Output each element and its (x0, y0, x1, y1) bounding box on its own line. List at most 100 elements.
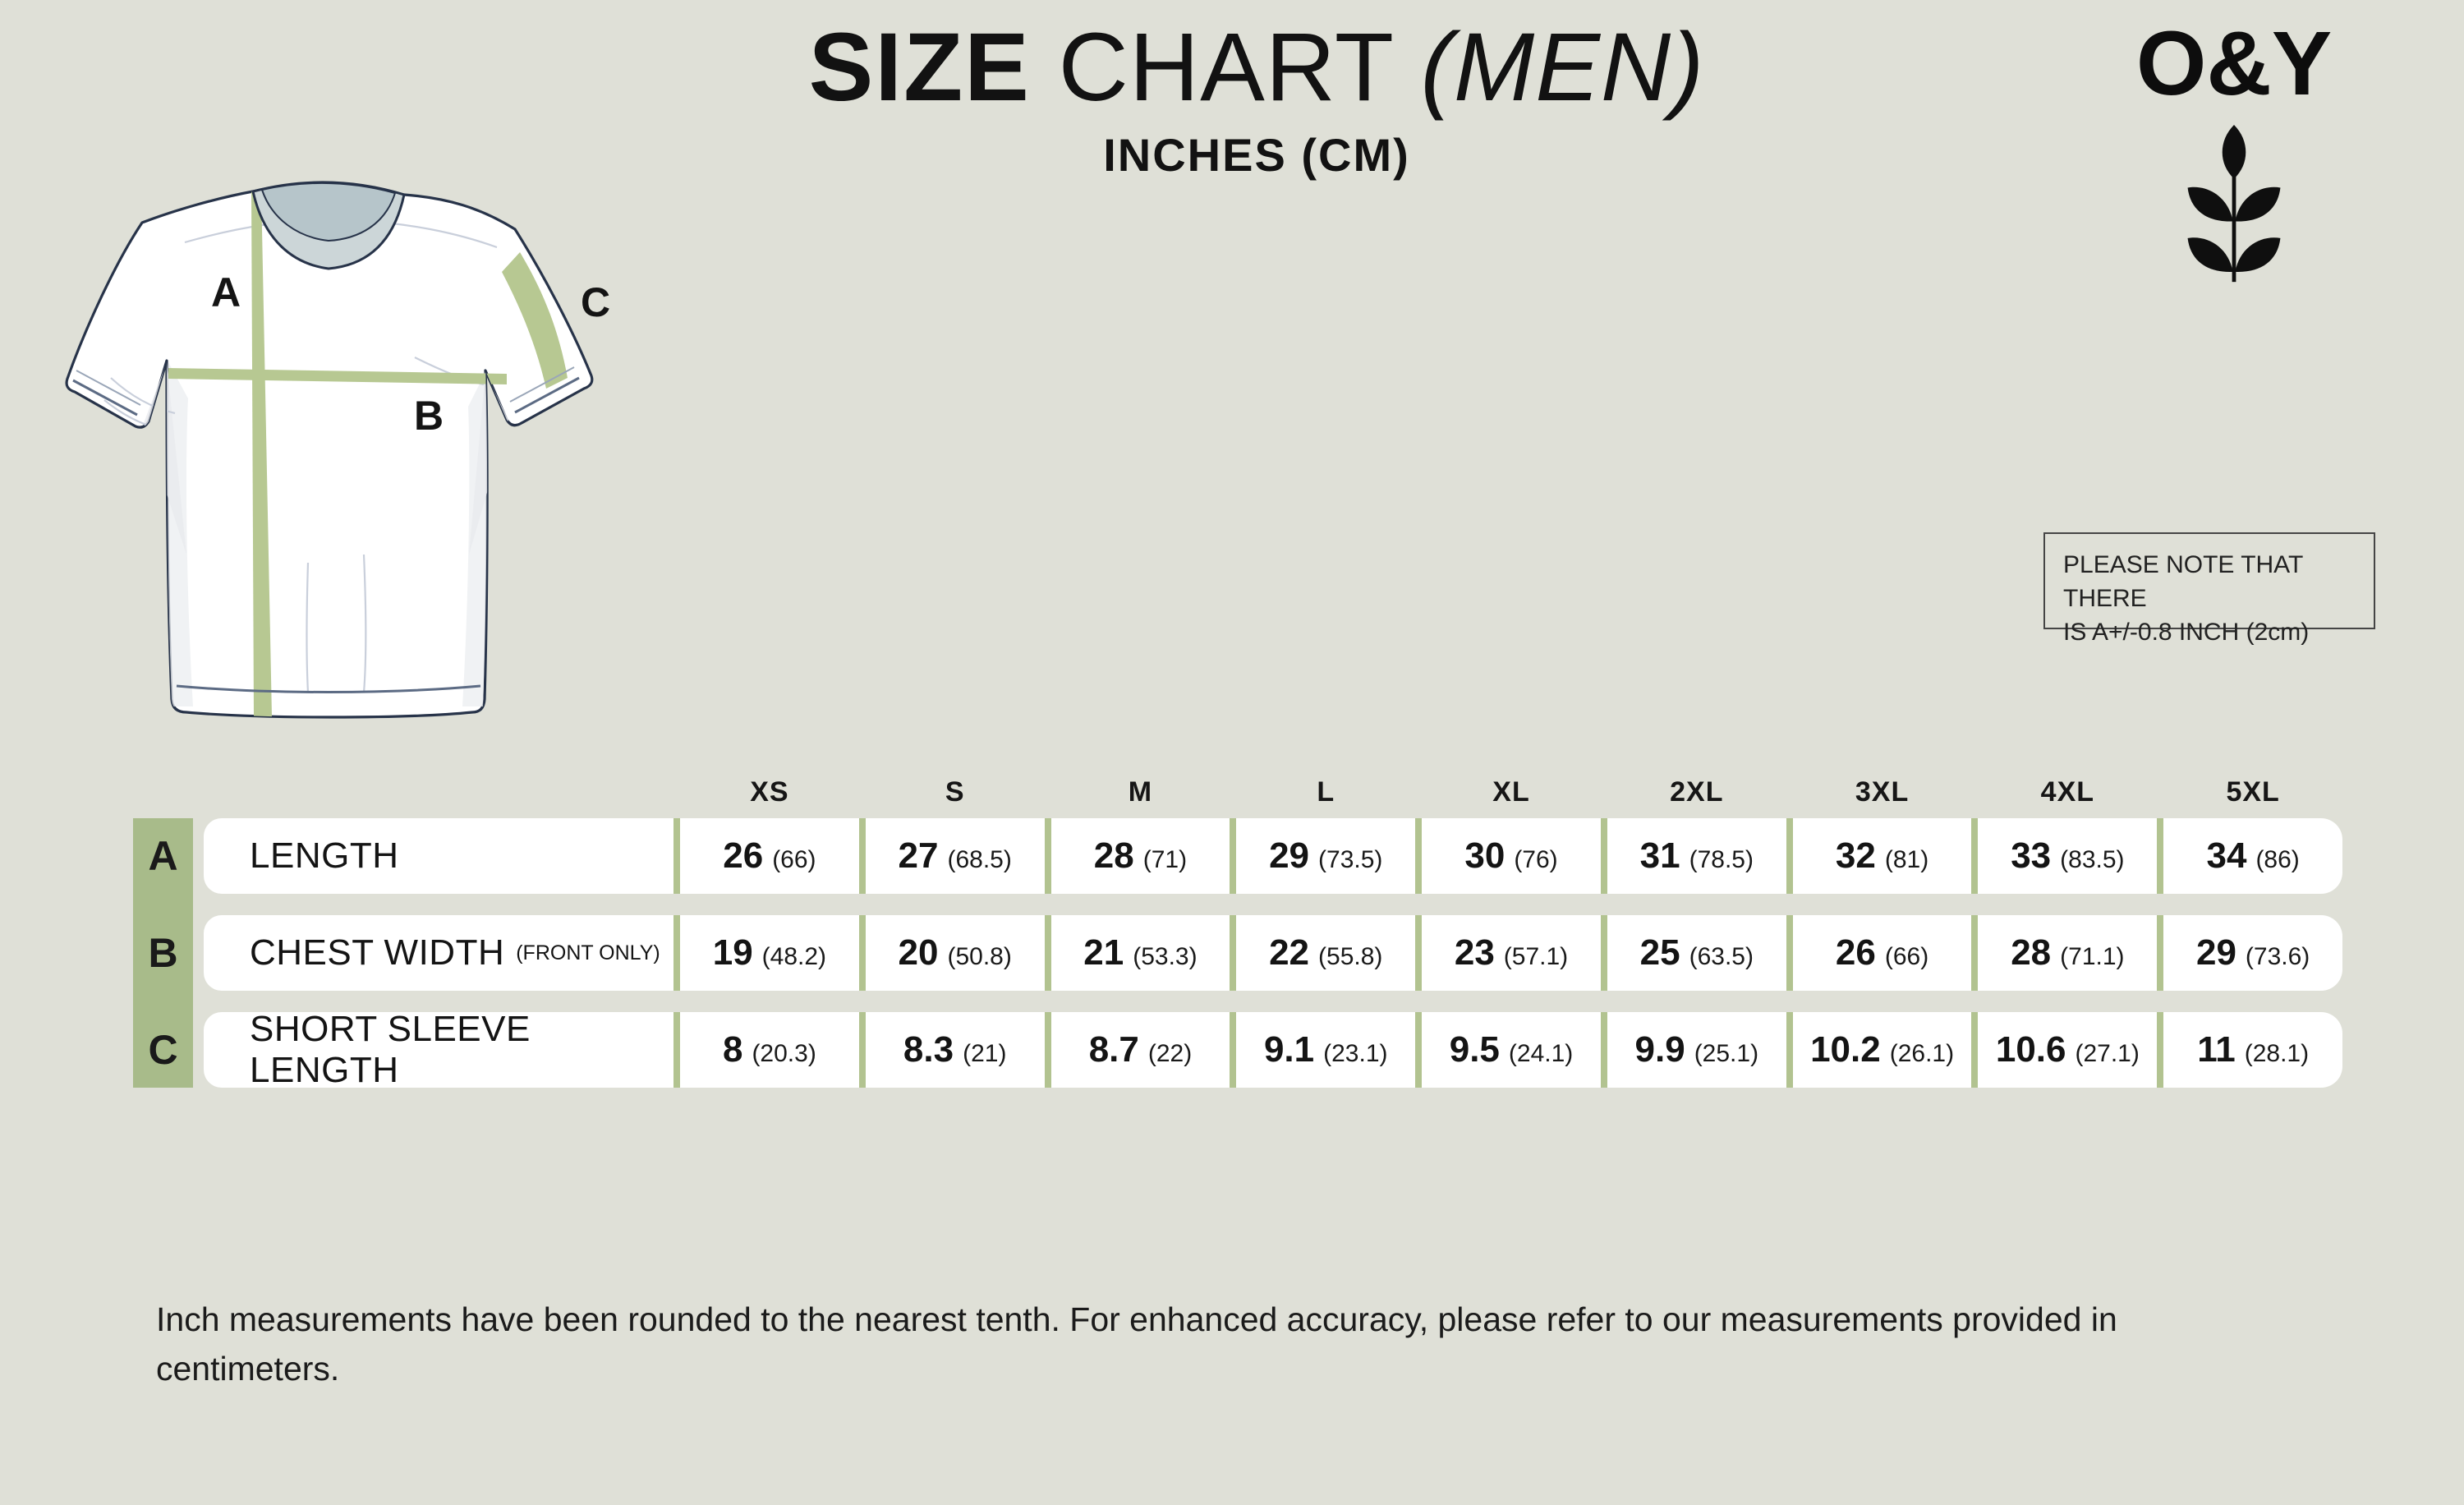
measurement-cell: 10.2 (26.1) (1786, 1012, 1972, 1088)
tolerance-note: PLEASE NOTE THAT THERE IS A+/-0.8 INCH (… (2043, 532, 2375, 646)
inch-value: 19 (712, 932, 753, 973)
row-label: CHEST WIDTH (250, 932, 505, 973)
cm-value: (50.8) (947, 943, 1012, 970)
cm-value: (26.1) (1889, 1040, 1955, 1067)
cm-value: (81) (1884, 846, 1929, 873)
tshirt-outline (65, 182, 594, 719)
measurement-cell: 8.3 (21) (858, 1012, 1045, 1088)
cm-value: (21) (963, 1040, 1007, 1067)
row-letter-c: C (148, 1027, 178, 1073)
inch-value: 28 (1093, 835, 1134, 876)
measure-label-a: A (211, 269, 241, 315)
measure-line-a (251, 188, 272, 717)
column-header-xl: XL (1492, 776, 1530, 808)
measurement-cell: 26 (66) (673, 818, 859, 894)
inch-value: 10.6 (1995, 1029, 2066, 1070)
inch-value: 20 (898, 932, 939, 973)
inch-value: 8.3 (903, 1029, 954, 1070)
measurement-cell: 19 (48.2) (673, 915, 859, 991)
cm-value: (25.1) (1694, 1040, 1759, 1067)
cm-value: (83.5) (2060, 846, 2125, 873)
cm-value: (66) (772, 846, 816, 873)
column-header-l: L (1317, 776, 1335, 808)
inch-value: 30 (1464, 835, 1506, 876)
measurement-cell: 8.7 (22) (1044, 1012, 1230, 1088)
inch-value: 26 (723, 835, 764, 876)
measure-label-c: C (581, 279, 610, 325)
brand-logo: O&Y (2131, 15, 2337, 292)
inch-value: 25 (1639, 932, 1680, 973)
column-header-5xl: 5XL (2226, 776, 2280, 808)
size-chart-table: XS S M L XL 2XL 3XL 4XL 5XL A B C LENGTH… (133, 772, 2343, 1090)
measure-label-b: B (414, 393, 444, 439)
cm-value: (66) (1884, 943, 1929, 970)
cm-value: (24.1) (1508, 1040, 1574, 1067)
row-sublabel: (FRONT ONLY) (516, 941, 660, 964)
measurement-cell: 9.1 (23.1) (1230, 1012, 1416, 1088)
measurement-cell: 29 (73.6) (2157, 915, 2343, 991)
tolerance-note-line1: PLEASE NOTE THAT THERE (2063, 551, 2303, 612)
collar-inner-band (260, 182, 397, 242)
size-header-row: XS S M L XL 2XL 3XL 4XL 5XL (673, 772, 2342, 812)
measure-line-c (502, 252, 568, 389)
cm-value: (73.5) (1318, 846, 1383, 873)
measurement-cell: 25 (63.5) (1600, 915, 1786, 991)
row-label-cell: LENGTH (204, 818, 673, 894)
title-units-subtitle: INCHES (CM) (1103, 129, 1410, 181)
measure-line-b (168, 368, 507, 384)
cm-value: (73.6) (2245, 943, 2310, 970)
table-row-chest-width: CHEST WIDTH (FRONT ONLY) 19 (48.2) 20 (50.… (204, 915, 2343, 991)
title-word-men: (MEN) (1420, 13, 1705, 122)
inch-value: 27 (898, 835, 939, 876)
title-word-chart: CHART (1030, 13, 1421, 122)
inch-value: 34 (2206, 835, 2247, 876)
row-letter-a: A (148, 833, 178, 879)
column-header-4xl: 4XL (2040, 776, 2095, 808)
cm-value: (86) (2255, 846, 2300, 873)
inch-value: 10.2 (1810, 1029, 1881, 1070)
page-title: SIZE CHART (MEN) (49, 15, 2464, 120)
measurement-cell: 29 (73.5) (1230, 818, 1416, 894)
cm-value: (55.8) (1318, 943, 1383, 970)
inch-value: 9.5 (1449, 1029, 1500, 1070)
measurement-cell: 9.5 (24.1) (1415, 1012, 1601, 1088)
measurement-cell: 9.9 (25.1) (1600, 1012, 1786, 1088)
cm-value: (23.1) (1323, 1040, 1388, 1067)
cm-value: (63.5) (1689, 943, 1754, 970)
inch-value: 23 (1454, 932, 1495, 973)
title-word-size: SIZE (808, 13, 1031, 122)
cm-value: (57.1) (1503, 943, 1569, 970)
table-row-sleeve-length: SHORT SLEEVE LENGTH 8 (20.3) 8.3 (21) 8.7 (… (204, 1009, 2343, 1090)
page-header: SIZE CHART (MEN) INCHES (CM) (49, 15, 2464, 182)
plant-icon (2131, 125, 2337, 292)
measurement-cell: 30 (76) (1415, 818, 1601, 894)
column-header-s: S (945, 776, 965, 808)
cm-value: (22) (1147, 1040, 1193, 1067)
column-header-2xl: 2XL (1670, 776, 1724, 808)
tshirt-illustration: A B C (65, 181, 610, 719)
inch-value: 21 (1083, 932, 1124, 973)
row-label: LENGTH (250, 835, 399, 876)
size-grid: A B C LENGTH 26 (66) 27 (68.5) 28 (71) 29 (7… (133, 818, 2343, 1090)
inch-value: 29 (2195, 932, 2236, 973)
column-header-xs: XS (750, 776, 789, 808)
cm-value: (53.3) (1133, 943, 1198, 970)
measurement-cell: 8 (20.3) (673, 1012, 859, 1088)
cm-value: (48.2) (761, 943, 827, 970)
inch-value: 9.9 (1634, 1029, 1685, 1070)
column-header-3xl: 3XL (1855, 776, 1910, 808)
measurement-cell: 33 (83.5) (1971, 818, 2158, 894)
measurement-cell: 28 (71) (1044, 818, 1230, 894)
cm-value: (28.1) (2244, 1040, 2310, 1067)
inch-value: 32 (1835, 835, 1876, 876)
row-letter-b: B (148, 930, 178, 976)
cm-value: (78.5) (1689, 846, 1754, 873)
inch-value: 26 (1835, 932, 1876, 973)
cm-value: (71.1) (2060, 943, 2125, 970)
measurement-cell: 11 (28.1) (2157, 1012, 2343, 1088)
inch-value: 28 (2011, 932, 2052, 973)
row-label: SHORT SLEEVE LENGTH (250, 1009, 531, 1090)
measurement-cell: 20 (50.8) (858, 915, 1045, 991)
measurement-cell: 32 (81) (1786, 818, 1972, 894)
measurement-cell: 23 (57.1) (1415, 915, 1601, 991)
